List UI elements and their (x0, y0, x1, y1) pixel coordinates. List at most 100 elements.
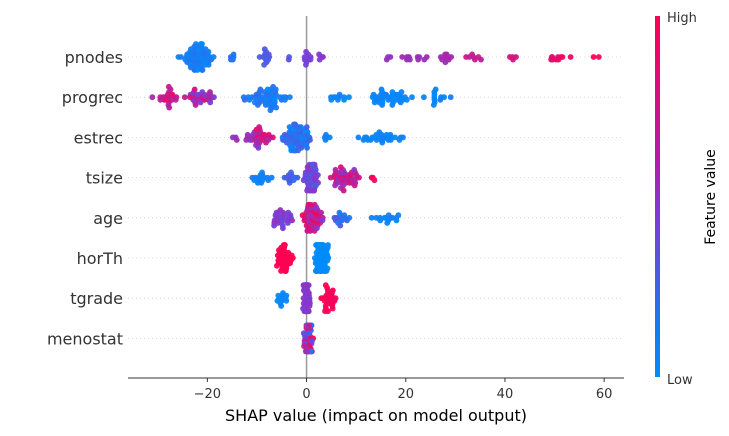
shap-point-pnodes (265, 56, 272, 63)
shap-point-estrec (323, 131, 329, 138)
shap-point-horTh (282, 242, 288, 248)
shap-point-estrec (355, 134, 362, 141)
shap-point-tsize (337, 164, 344, 171)
shap-point-progrec (169, 91, 176, 98)
shap-point-estrec (253, 142, 259, 149)
shap-point-tsize (312, 166, 319, 173)
shap-point-progrec (267, 107, 274, 114)
shap-point-pnodes (548, 56, 554, 63)
shap-point-pnodes (202, 61, 209, 68)
shap-point-progrec (332, 94, 339, 101)
shap-point-estrec (300, 139, 307, 146)
shap-point-estrec (265, 131, 272, 138)
shap-point-progrec (166, 104, 173, 111)
shap-point-horTh (316, 242, 323, 248)
shap-point-pnodes (210, 54, 217, 60)
points-layer (149, 41, 602, 355)
shap-point-age (384, 220, 391, 226)
shap-point-tsize (327, 174, 334, 181)
feature-labels: pnodes progrec estrec tsize age horTh tgrade me… (47, 48, 123, 348)
shap-point-menostat (301, 343, 307, 350)
colorbar-title: Feature value (703, 149, 719, 245)
shap-point-pnodes (307, 56, 314, 63)
shap-point-horTh (274, 262, 280, 269)
shap-point-estrec (360, 137, 367, 143)
shap-point-age (289, 217, 295, 224)
shap-point-progrec (246, 96, 253, 103)
colorbar-low-label: Low (667, 373, 693, 388)
shap-point-progrec (374, 94, 381, 101)
shap-point-tsize (356, 174, 362, 181)
shap-point-progrec (430, 102, 437, 108)
shap-point-horTh (311, 255, 318, 261)
shap-point-horTh (325, 242, 331, 248)
shap-point-age (339, 217, 345, 224)
shap-point-progrec (197, 99, 204, 106)
shap-point-progrec (282, 96, 288, 103)
shap-point-estrec (371, 134, 377, 141)
shap-point-progrec (164, 91, 171, 98)
shap-point-tsize (334, 179, 341, 186)
shap-point-pnodes (261, 46, 268, 53)
colorbar (655, 16, 660, 377)
x-tick-label: 0 (302, 387, 310, 402)
shap-point-pnodes (469, 51, 475, 58)
shap-point-tsize (304, 164, 311, 171)
shap-point-tsize (281, 174, 288, 181)
shap-point-tsize (286, 177, 292, 184)
shap-point-progrec (379, 99, 386, 106)
shap-point-age (395, 212, 402, 219)
shap-point-age (368, 214, 375, 221)
shap-point-estrec (303, 124, 310, 130)
x-axis-label: SHAP value (impact on model output) (225, 406, 527, 425)
shap-point-tsize (340, 187, 347, 194)
shap-point-pnodes (567, 54, 574, 60)
shap-point-age (301, 217, 308, 224)
shap-point-estrec (396, 137, 403, 143)
shap-point-horTh (282, 268, 288, 274)
shap-point-progrec (205, 91, 212, 98)
shap-point-estrec (383, 131, 390, 138)
shap-point-tsize (309, 161, 316, 168)
shap-point-progrec (346, 94, 352, 101)
shap-point-tgrade (322, 282, 329, 289)
shap-point-estrec (387, 137, 394, 143)
shap-point-age (336, 209, 343, 216)
feature-label: estrec (74, 128, 123, 147)
shap-point-estrec (295, 124, 302, 130)
shap-point-age (285, 220, 291, 226)
shap-point-progrec (341, 96, 347, 103)
shap-point-pnodes (260, 54, 267, 60)
feature-label: tgrade (70, 289, 123, 308)
shap-point-pnodes (187, 64, 194, 71)
shap-point-estrec (392, 134, 398, 141)
shap-point-estrec (304, 144, 310, 151)
shap-point-tsize (348, 179, 355, 186)
feature-label: tsize (86, 169, 123, 188)
shap-point-pnodes (265, 51, 272, 58)
shap-point-tsize (304, 187, 310, 194)
shap-point-estrec (376, 129, 383, 136)
shap-point-estrec (291, 121, 297, 128)
shap-point-tgrade (331, 297, 338, 304)
shap-point-age (341, 212, 348, 219)
shap-point-pnodes (399, 54, 406, 60)
shap-point-pnodes (178, 54, 184, 60)
shap-point-estrec (295, 147, 301, 154)
shap-point-horTh (287, 260, 293, 267)
shap-point-pnodes (285, 56, 292, 63)
shap-point-progrec (187, 94, 193, 101)
x-ticks: −20 0 20 40 60 (194, 378, 612, 402)
shap-point-progrec (336, 91, 343, 98)
shap-point-age (377, 217, 384, 224)
shap-point-pnodes (439, 56, 445, 63)
shap-point-estrec (250, 131, 256, 138)
shap-point-menostat (300, 330, 307, 337)
shap-point-age (319, 217, 326, 224)
shap-point-age (389, 214, 396, 221)
shap-point-tsize (371, 177, 378, 184)
shap-point-pnodes (387, 54, 394, 60)
shap-point-pnodes (555, 56, 562, 63)
shap-point-pnodes (230, 51, 237, 58)
